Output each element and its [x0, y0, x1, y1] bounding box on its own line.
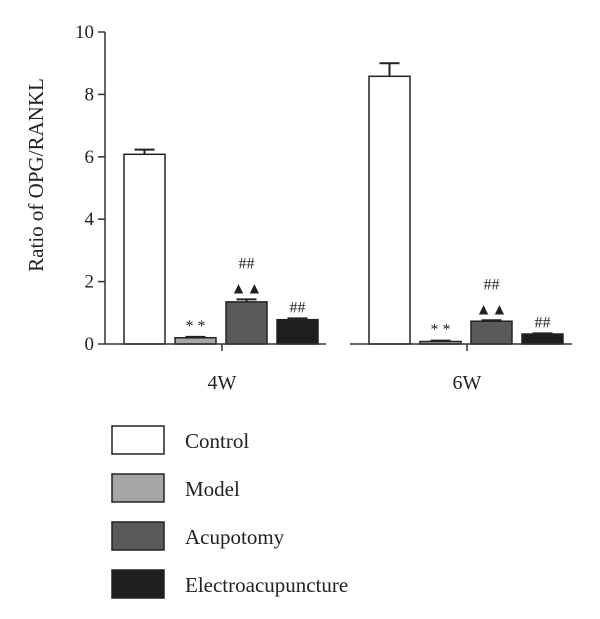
- significance-marker: * *: [186, 318, 206, 335]
- y-tick-label: 8: [85, 84, 95, 105]
- legend-label: Electroacupuncture: [185, 573, 348, 597]
- significance-marker: * *: [431, 322, 451, 339]
- x-tick-label: 6W: [453, 372, 482, 394]
- y-tick-label: 2: [85, 272, 95, 293]
- y-tick-label: 6: [85, 147, 95, 168]
- bar: [470, 320, 513, 345]
- legend-swatch: [111, 425, 165, 455]
- legend-label: Model: [185, 477, 240, 501]
- bar: [521, 333, 564, 345]
- x-tick-label: 4W: [208, 372, 237, 394]
- legend-label: Acupotomy: [185, 525, 285, 549]
- significance-marker: ##: [535, 314, 551, 331]
- bar: [174, 337, 217, 345]
- significance-marker: ##: [484, 276, 500, 293]
- significance-marker: ▲▲: [231, 280, 263, 297]
- x-axis: 4W 6W: [105, 343, 572, 394]
- y-axis-title: Ratio of OPG/RANKL: [24, 78, 48, 272]
- y-tick-label: 0: [85, 334, 95, 355]
- significance-marker: ▲▲: [476, 301, 508, 318]
- legend-label: Control: [185, 429, 249, 453]
- legend-swatch: [111, 569, 165, 599]
- legend: Control Model Acupotomy Electroacupuncture: [111, 425, 348, 599]
- bar: [123, 153, 166, 345]
- y-axis: 0 2 4 6 8 10: [75, 22, 106, 355]
- legend-swatch: [111, 473, 165, 503]
- bar: [225, 301, 268, 345]
- y-tick-label: 10: [75, 22, 94, 43]
- significance-marker: ##: [290, 299, 306, 316]
- annotations: * * ▲▲ ## ## * * ▲▲ ## ##: [186, 255, 551, 338]
- bar: [368, 75, 411, 345]
- legend-swatch: [111, 521, 165, 551]
- significance-marker: ##: [239, 255, 255, 272]
- y-tick-label: 4: [85, 209, 95, 230]
- bar: [276, 318, 319, 345]
